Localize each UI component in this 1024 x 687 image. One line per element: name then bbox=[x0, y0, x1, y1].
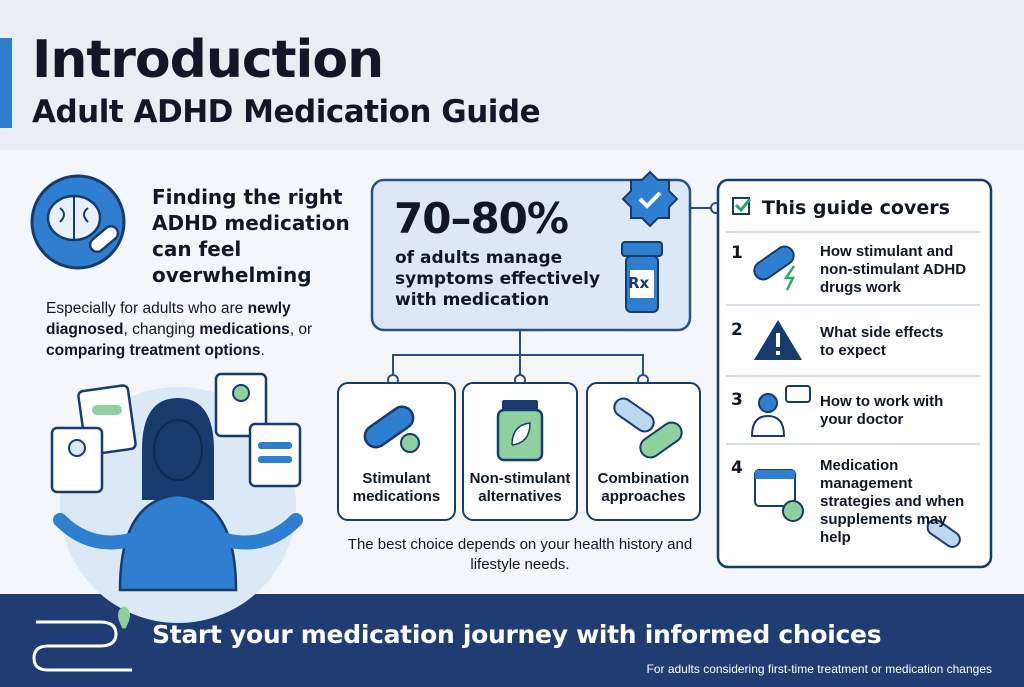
brain-icon-part bbox=[88, 224, 120, 254]
item-number: 3 bbox=[731, 390, 743, 410]
person-illustration-part bbox=[53, 513, 303, 550]
item-number: 2 bbox=[731, 320, 743, 340]
stat-box-part bbox=[621, 241, 663, 257]
header-accent bbox=[0, 38, 12, 128]
road-icon bbox=[32, 606, 132, 672]
person-illustration-part bbox=[50, 426, 104, 494]
capsule-icon-part bbox=[363, 405, 415, 449]
person-illustration-part bbox=[248, 422, 302, 488]
option-label: Combination approaches bbox=[597, 470, 690, 505]
text-span: , changing bbox=[123, 321, 200, 338]
item-text: What side effects to expect bbox=[820, 324, 944, 359]
stat-value: 70–80% bbox=[394, 194, 569, 243]
covers-panel-part bbox=[732, 197, 750, 215]
text-span: or bbox=[294, 321, 313, 338]
emphasis: medications bbox=[199, 321, 290, 338]
brain-icon bbox=[30, 174, 126, 270]
page-title: Introduction bbox=[32, 30, 384, 90]
covers-panel-part bbox=[755, 470, 795, 479]
covers-panel-part bbox=[758, 393, 778, 413]
item-number: 4 bbox=[731, 458, 743, 478]
covers-title: This guide covers bbox=[762, 197, 950, 219]
covers-panel-part bbox=[785, 385, 811, 403]
road-icon-part bbox=[118, 606, 130, 629]
capsule-icon bbox=[363, 397, 683, 462]
capsule-icon-part bbox=[400, 433, 420, 453]
covers-panel-part bbox=[734, 198, 752, 213]
person-illustration-part bbox=[68, 439, 86, 457]
covers-panel-part bbox=[926, 518, 961, 548]
text-span: , bbox=[289, 321, 295, 338]
brain-icon-part bbox=[59, 197, 89, 240]
person-illustration-part bbox=[92, 405, 122, 415]
option-label: Stimulant medications bbox=[352, 470, 441, 505]
stat-box-part bbox=[370, 178, 692, 332]
covers-panel-part bbox=[782, 500, 804, 522]
footer-title: Start your medication journey with infor… bbox=[152, 620, 882, 649]
emphasis: comparing treatment options bbox=[46, 342, 261, 359]
text-span: . bbox=[260, 342, 265, 359]
header-band bbox=[0, 0, 1024, 150]
stat-box-part bbox=[630, 270, 654, 298]
item-text: How stimulant and non-stimulant ADHD dru… bbox=[820, 243, 967, 296]
person-illustration-part bbox=[232, 384, 250, 402]
person-illustration-part bbox=[214, 372, 268, 438]
person-illustration-part bbox=[258, 442, 292, 449]
stat-box-part bbox=[621, 170, 679, 228]
page-subtitle: Adult ADHD Medication Guide bbox=[32, 94, 541, 130]
person-illustration-part bbox=[153, 419, 203, 481]
covers-panel bbox=[716, 178, 993, 569]
capsule-icon-part bbox=[613, 397, 655, 433]
covers-panel-part bbox=[776, 333, 780, 347]
option-label: Non-stimulant alternatives bbox=[469, 470, 571, 505]
covers-panel-part bbox=[783, 265, 796, 291]
text-span: Especially for adults who are bbox=[46, 300, 248, 317]
stat-box bbox=[370, 170, 692, 332]
capsule-icon-part bbox=[502, 400, 538, 410]
connector-part bbox=[392, 207, 716, 378]
covers-panel-part bbox=[776, 351, 780, 355]
road-icon-part bbox=[32, 620, 132, 672]
stat-text: of adults manage symptoms effectively wi… bbox=[395, 248, 601, 310]
emphasis: newly diagnosed bbox=[46, 300, 291, 338]
item-text: Medication management strategies and whe… bbox=[820, 457, 965, 546]
item-number: 1 bbox=[731, 243, 743, 263]
person-illustration bbox=[50, 372, 303, 623]
capsule-icon-part bbox=[639, 421, 683, 459]
covers-panel-part bbox=[726, 231, 980, 445]
intro-heading: Finding the right ADHD medication can fe… bbox=[152, 185, 350, 287]
stat-box-part bbox=[638, 191, 662, 209]
footer-subtitle: For adults considering first-time treatm… bbox=[646, 662, 993, 676]
covers-panel-part bbox=[750, 414, 786, 437]
covers-panel-part bbox=[753, 245, 795, 281]
item-text: How to work with your doctor bbox=[820, 393, 944, 428]
capsule-icon-part bbox=[511, 422, 531, 446]
bottle-label: Rx bbox=[628, 274, 650, 292]
intro-body: Especially for adults who are newly diag… bbox=[46, 298, 326, 361]
person-illustration-part bbox=[258, 456, 292, 463]
note: The best choice depends on your health h… bbox=[347, 536, 693, 573]
option-box-part bbox=[337, 382, 456, 521]
